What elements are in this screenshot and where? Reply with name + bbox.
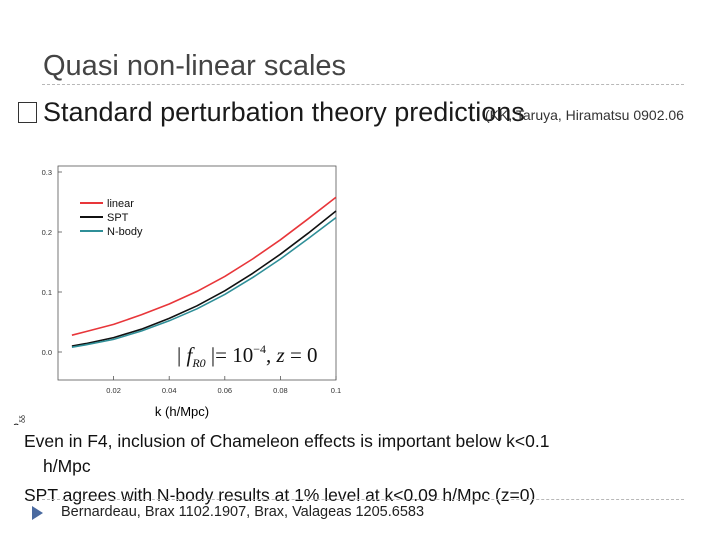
fR0-annotation: | fR0 |= 10−4, z = 0 — [177, 342, 318, 370]
chart-series — [71, 196, 337, 348]
body-text-line-2: h/Mpc — [43, 456, 91, 476]
bullet-heading: Standard perturbation theory predictions — [18, 97, 525, 128]
bullet-text: Standard perturbation theory predictions — [43, 97, 525, 127]
legend-label-n-body: N-body — [107, 226, 143, 238]
series-line-spt — [71, 210, 337, 347]
y-tick-label: 0.3 — [42, 168, 52, 177]
legend-label-spt: SPT — [107, 212, 129, 224]
y-axis-label-group: ΔPδδ/Pδδ — [13, 415, 27, 425]
x-tick-label: 0.08 — [273, 386, 288, 395]
title-divider — [42, 84, 684, 85]
plot-frame — [57, 165, 337, 381]
slide-title: Quasi non-linear scales — [43, 50, 347, 82]
chart-ticks: 0.0 0.1 0.2 0.3 0.02 0.04 0.06 0.08 0.1 — [42, 168, 342, 395]
power-spectrum-chart: 0.0 0.1 0.2 0.3 0.02 0.04 0.06 0.08 0.1 linear SP… — [13, 165, 342, 425]
body-text-line-3: SPT agrees with N-body results at 1% lev… — [24, 485, 536, 505]
y-tick-label: 0.2 — [42, 228, 52, 237]
chart-axes — [57, 165, 337, 381]
body-text-line-1: Even in F4, inclusion of Chameleon effec… — [24, 431, 550, 451]
citation: (KK, Taruya, Hiramatsu 0902.06 — [485, 107, 684, 123]
x-tick-label: 0.02 — [106, 386, 121, 395]
footer-divider — [42, 499, 684, 500]
checkbox-bullet-icon — [18, 102, 37, 123]
triangle-bullet-icon — [32, 506, 43, 520]
x-axis-label: k (h/Mpc) — [155, 404, 209, 419]
legend-label-linear: linear — [107, 198, 134, 210]
x-tick-label: 0.06 — [217, 386, 232, 395]
series-line-n-body — [71, 216, 337, 348]
y-tick-label: 0.0 — [42, 348, 52, 357]
series-line-linear — [71, 196, 337, 336]
x-tick-label: 0.1 — [331, 386, 341, 395]
y-tick-label: 0.1 — [42, 288, 52, 297]
y-axis-label: ΔPδδ/Pδδ — [13, 415, 27, 425]
chart-legend: linear SPT N-body — [80, 198, 143, 238]
references: Bernardeau, Brax 1102.1907, Brax, Valage… — [61, 504, 425, 520]
x-tick-label: 0.04 — [162, 386, 177, 395]
